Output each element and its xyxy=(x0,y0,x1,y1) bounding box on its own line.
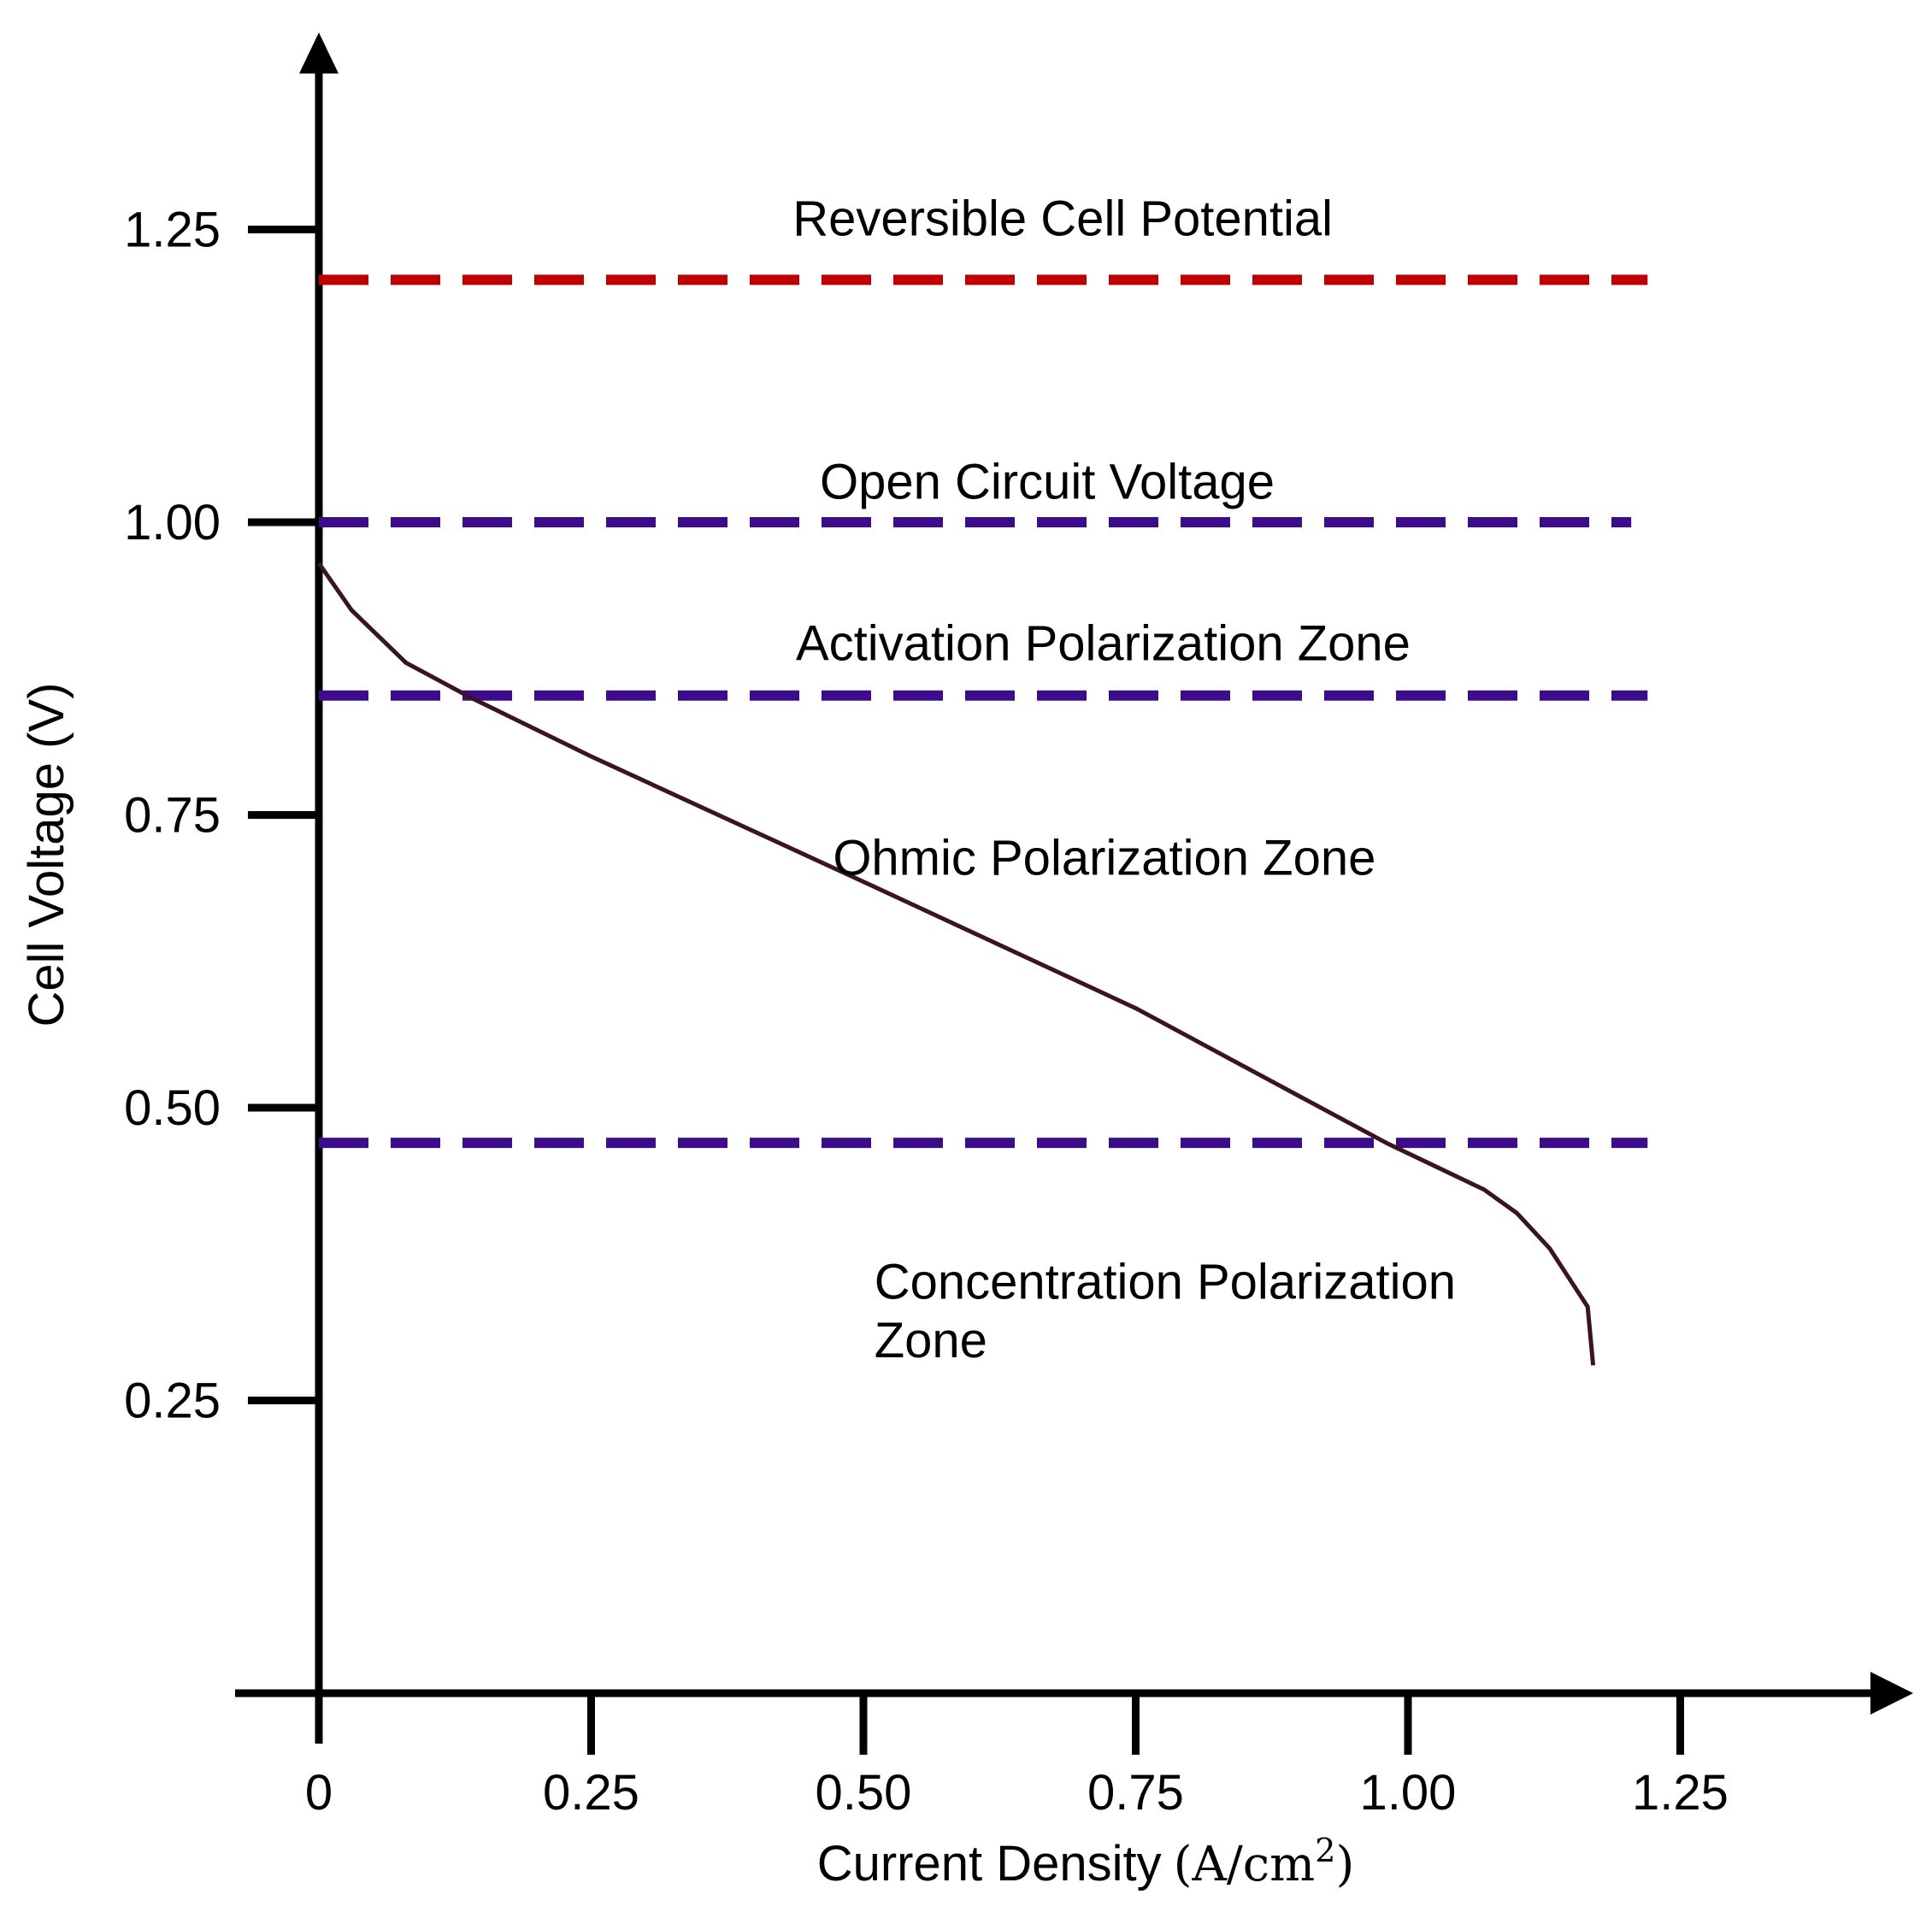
x-tick-label: 0 xyxy=(305,1765,333,1821)
series-line-polarization-curve xyxy=(316,562,1596,1366)
x-tick-label: 0.75 xyxy=(1087,1765,1184,1821)
x-tick-label: 1.00 xyxy=(1360,1765,1457,1821)
axes xyxy=(235,32,1913,1744)
annotation-ohmic-polarization-zone: Ohmic Polarization Zone xyxy=(833,830,1375,885)
x-axis-arrow-icon xyxy=(1870,1672,1913,1715)
annotations: Reversible Cell Potential Open Circuit Vo… xyxy=(792,191,1456,1368)
y-tick-label: 0.50 xyxy=(124,1080,221,1136)
y-tick-label: 0.75 xyxy=(124,788,221,844)
x-tick-label: 1.25 xyxy=(1632,1765,1729,1821)
y-axis-title: Cell Voltage (V) xyxy=(19,683,74,1027)
y-ticks: 0.25 0.50 0.75 1.00 1.25 xyxy=(124,203,319,1429)
annotation-open-circuit-voltage: Open Circuit Voltage xyxy=(820,455,1275,510)
annotation-reversible-cell-potential: Reversible Cell Potential xyxy=(792,191,1333,246)
series xyxy=(316,562,1596,1366)
annotation-activation-polarization-zone: Activation Polarization Zone xyxy=(796,616,1411,672)
annotation-concentration-polarization: Concentration Polarization xyxy=(875,1254,1456,1309)
y-tick-label: 1.00 xyxy=(124,495,221,550)
annotation-zone: Zone xyxy=(875,1313,987,1368)
reference-lines xyxy=(319,274,1648,1149)
x-axis-title: Current Density (A/cm2) xyxy=(817,1832,1355,1892)
x-tick-label: 0.50 xyxy=(816,1765,912,1821)
y-axis-arrow-icon xyxy=(299,32,339,74)
y-tick-label: 1.25 xyxy=(124,203,221,258)
x-tick-label: 0.25 xyxy=(543,1765,639,1821)
x-ticks: 0 0.25 0.50 0.75 1.00 1.25 xyxy=(305,1693,1729,1821)
y-tick-label: 0.25 xyxy=(124,1374,221,1429)
